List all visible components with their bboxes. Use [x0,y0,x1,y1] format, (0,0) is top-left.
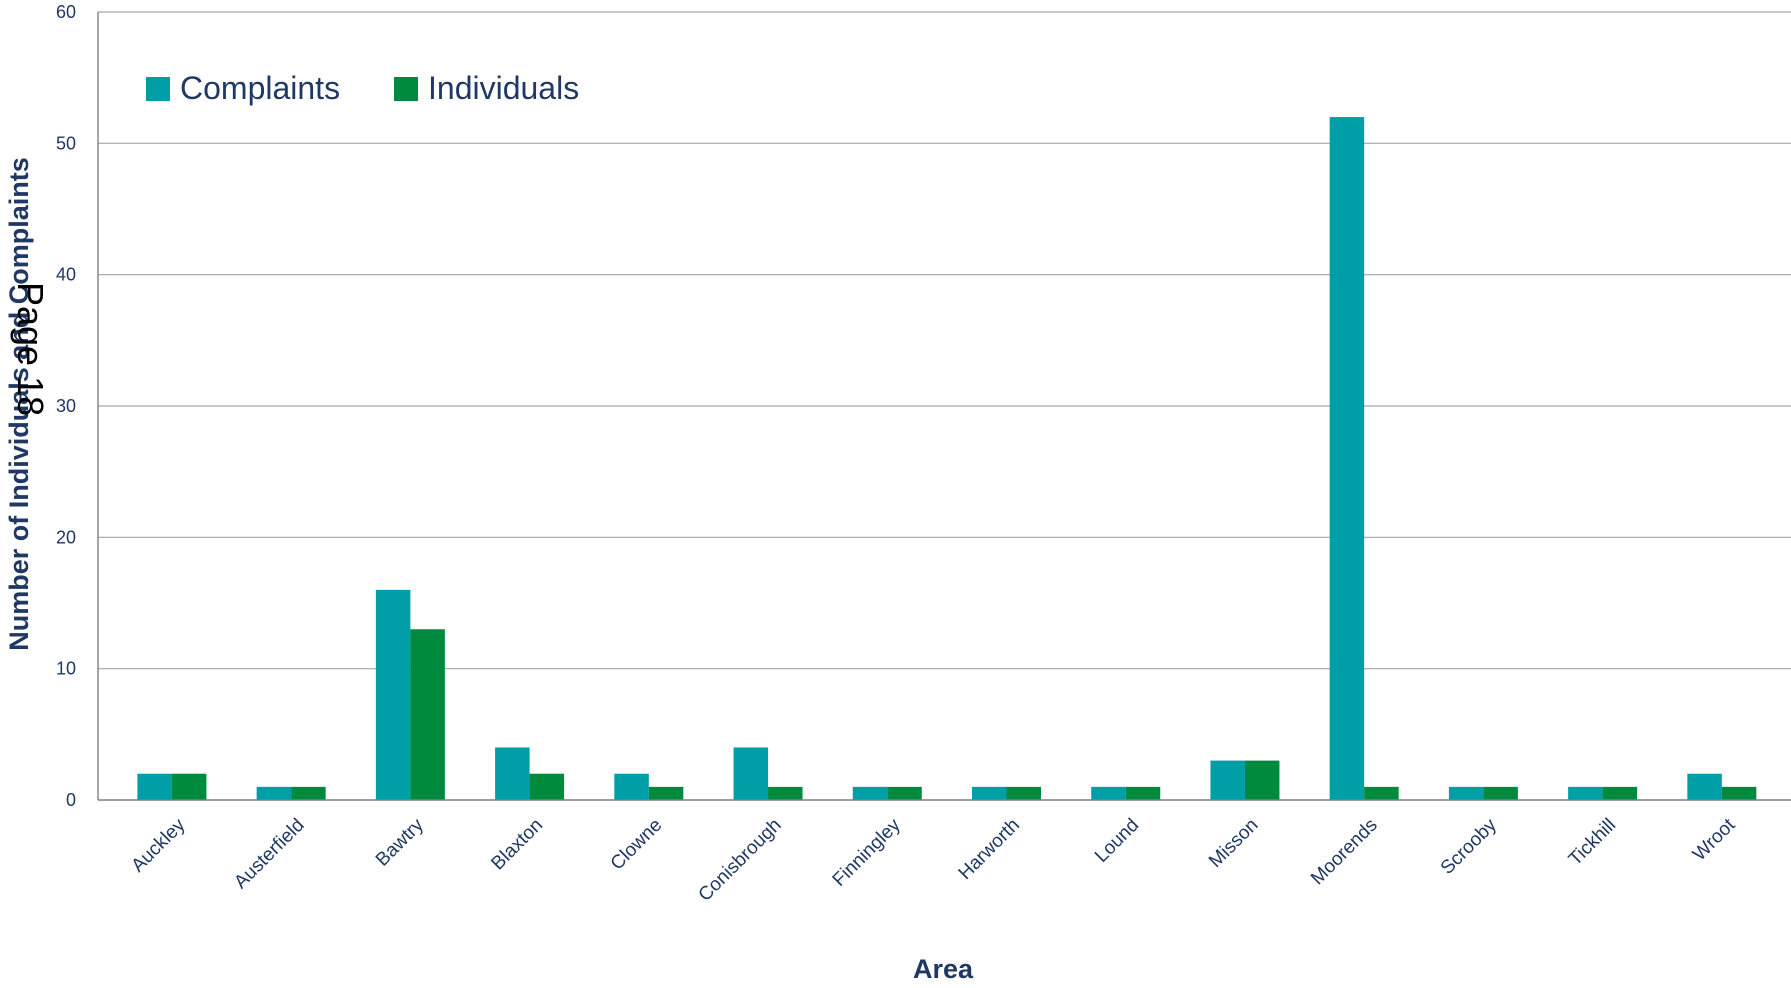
y-tick-label-50: 50 [56,133,76,153]
x-tick-label-finningley: Finningley [829,814,905,890]
bar-individuals-finningley [887,786,922,800]
x-tick-label-harworth: Harworth [955,815,1024,884]
y-tick-labels: 0 10 20 30 40 50 60 [56,2,76,810]
legend-label-complaints: Complaints [180,70,340,106]
bar-complaints-misson [1210,760,1245,800]
y-tick-label-0: 0 [66,790,76,810]
y-tick-label-60: 60 [56,2,76,22]
x-tick-label-tickhill: Tickhill [1565,815,1620,870]
legend-label-individuals: Individuals [428,70,579,106]
bar-complaints-blaxton [495,747,530,800]
bar-individuals-bawtry [410,629,445,800]
y-tick-label-10: 10 [56,659,76,679]
legend-swatch-individuals [394,77,418,101]
y-tick-label-20: 20 [56,527,76,547]
bar-complaints-finningley [852,786,888,800]
bar-complaints-austerfield [256,786,292,800]
x-tick-label-lound: Lound [1091,815,1143,867]
bar-individuals-auckley [171,773,207,800]
x-tick-label-auckley: Auckley [128,814,190,876]
x-tick-label-wroot: Wroot [1689,814,1740,865]
bar-complaints-bawtry [375,589,411,800]
x-axis-title: Area [913,954,974,984]
bar-individuals-scrooby [1483,786,1518,800]
bar-individuals-conisbrough [768,786,803,800]
bar-complaints-clowne [614,773,649,800]
y-tick-label-30: 30 [56,396,76,416]
x-tick-label-clowne: Clowne [607,815,667,875]
bar-complaints-auckley [137,773,172,800]
bar-individuals-moorends [1364,786,1399,800]
page-number-stamp: Page 18 [10,282,51,416]
bar-individuals-wroot [1721,786,1757,800]
bar-individuals-lound [1125,786,1161,800]
bar-individuals-tickhill [1602,786,1638,800]
x-tick-label-bawtry: Bawtry [372,814,428,870]
bar-individuals-harworth [1006,786,1041,800]
bar-complaints-scrooby [1448,786,1484,800]
bar-complaints-lound [1091,786,1126,800]
bar-individuals-austerfield [291,786,326,800]
x-tick-labels: Auckley Austerfield Bawtry Blaxton Clowne Con… [128,814,1740,906]
y-tick-label-40: 40 [56,265,76,285]
y-axis-title: Number of Individuals and Complaints [4,157,34,651]
x-tick-label-blaxton: Blaxton [487,815,547,875]
legend-swatch-complaints [146,77,170,101]
bar-complaints-conisbrough [733,747,769,800]
x-tick-label-scrooby: Scrooby [1437,814,1501,878]
bars [137,117,1757,801]
bar-complaints-moorends [1329,117,1365,801]
bar-complaints-wroot [1687,773,1722,800]
gridlines [98,11,1791,670]
bar-individuals-misson [1244,760,1280,800]
bar-complaints-tickhill [1568,786,1603,800]
x-tick-label-misson: Misson [1205,815,1262,872]
x-tick-label-conisbrough: Conisbrough [695,815,786,906]
x-tick-label-austerfield: Austerfield [230,815,308,893]
bar-individuals-clowne [648,786,684,800]
bar-individuals-blaxton [529,773,565,800]
legend: Complaints Individuals [146,70,579,106]
bar-complaints-harworth [971,786,1007,800]
x-tick-label-moorends: Moorends [1307,815,1382,890]
